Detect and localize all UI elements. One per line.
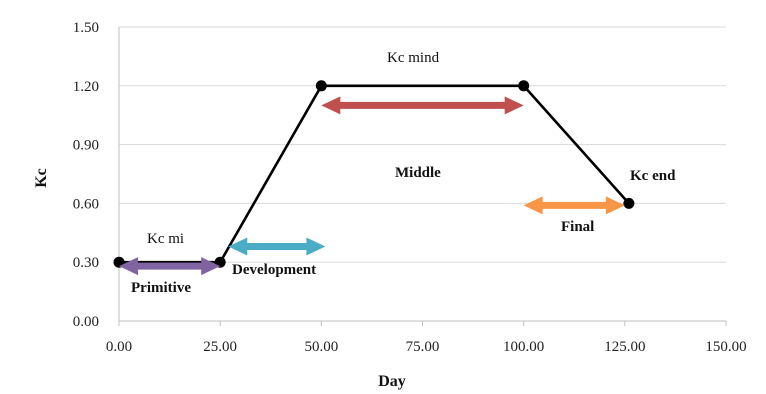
y-tick-label: 1.50 <box>73 20 99 36</box>
kc-point <box>315 80 327 92</box>
kc-mi-label: Kc mi <box>147 231 184 247</box>
x-tick-label: 50.00 <box>304 339 338 355</box>
stage-arrow-middle <box>321 96 524 115</box>
kc-point <box>623 197 635 209</box>
x-tick-label: 100.00 <box>503 339 544 355</box>
x-tick-label: 0.00 <box>106 339 132 355</box>
y-tick-label: 0.00 <box>73 314 99 330</box>
x-tick-label: 125.00 <box>604 339 645 355</box>
x-tick-label: 25.00 <box>203 339 237 355</box>
x-tick-label: 75.00 <box>406 339 440 355</box>
y-tick-label: 1.20 <box>73 79 99 95</box>
y-tick-label: 0.30 <box>73 255 99 271</box>
x-tick-label: 150.00 <box>705 339 746 355</box>
stage-arrow-development <box>228 237 326 256</box>
stage-arrow-final <box>523 196 625 215</box>
x-axis-title: Day <box>378 373 406 390</box>
kc-line <box>119 84 630 264</box>
x-tick-labels: 0.00 25.00 50.00 75.00 100.00 125.00 150.00 <box>106 339 747 355</box>
kc-point <box>518 80 530 92</box>
kc-end-label: Kc end <box>630 168 676 184</box>
y-tick-label: 0.90 <box>73 138 99 154</box>
stage-label-final: Final <box>561 219 594 235</box>
axes <box>118 27 727 326</box>
stage-label-middle: Middle <box>395 165 441 181</box>
stage-arrow-primitive <box>119 257 221 276</box>
stage-arrows <box>119 96 625 276</box>
y-tick-label: 0.60 <box>73 196 99 212</box>
stage-label-primitive: Primitive <box>131 280 191 296</box>
kc-mind-label: Kc mind <box>387 50 440 66</box>
stage-label-development: Development <box>232 262 316 278</box>
y-tick-labels: 0.00 0.30 0.60 0.90 1.20 1.50 <box>73 20 99 330</box>
y-axis-title: Kc <box>33 168 50 188</box>
